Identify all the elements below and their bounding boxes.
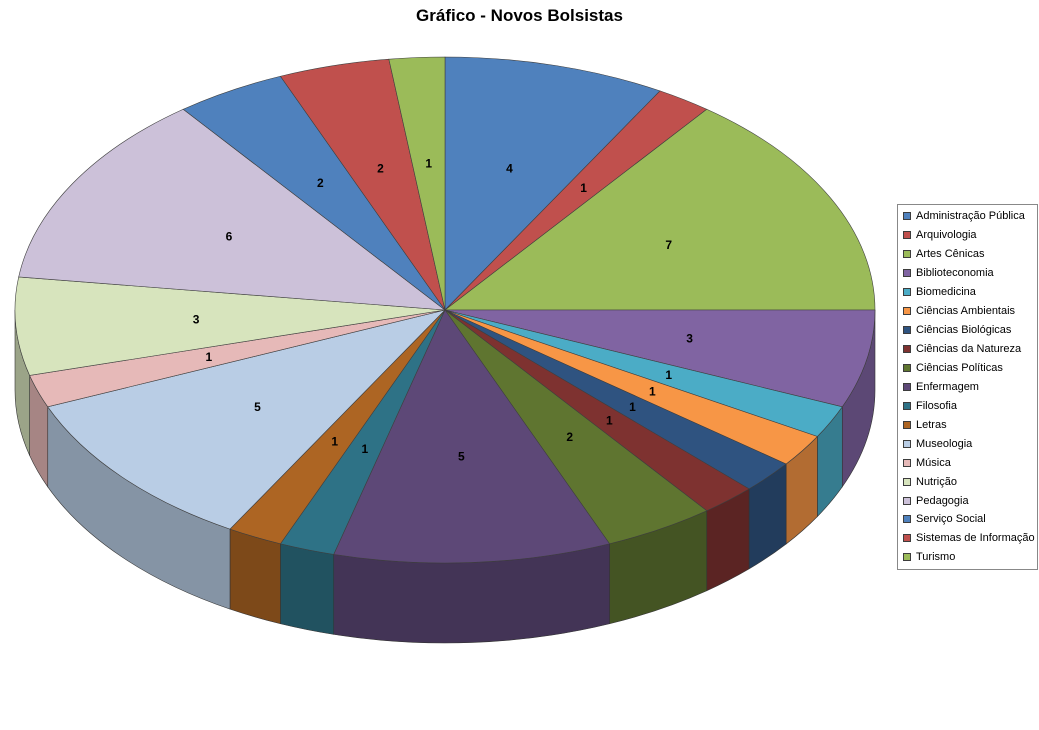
legend-swatch	[903, 420, 911, 429]
legend-label: Enfermagem	[916, 380, 979, 393]
legend-label: Nutrição	[916, 475, 957, 488]
legend-item: Música	[898, 457, 1037, 469]
legend-item: Filosofia	[898, 400, 1037, 412]
slice-value-label: 3	[193, 313, 200, 327]
legend-swatch	[903, 363, 911, 372]
pie-slice	[444, 108, 876, 311]
slice-value-label: 1	[425, 157, 432, 171]
legend-swatch	[903, 401, 911, 410]
legend-label: Ciências Biológicas	[916, 324, 1012, 337]
legend-label: Museologia	[916, 437, 973, 450]
legend-label: Sistemas de Informação	[916, 532, 1035, 545]
legend-item: Letras	[898, 419, 1037, 431]
legend-swatch	[903, 496, 911, 505]
legend-swatch	[903, 553, 911, 562]
slice-value-label: 6	[226, 230, 233, 244]
slice-value-label: 1	[606, 413, 613, 427]
legend-item: Ciências Políticas	[898, 362, 1037, 374]
legend-swatch	[903, 458, 911, 467]
legend-label: Ciências Políticas	[916, 361, 1003, 374]
legend-label: Biomedicina	[916, 286, 976, 299]
slice-value-label: 1	[665, 368, 672, 382]
legend-item: Arquivologia	[898, 229, 1037, 241]
pie-slice	[333, 309, 611, 564]
legend-item: Biblioteconomia	[898, 267, 1037, 279]
slice-value-label: 7	[665, 238, 672, 252]
legend-swatch	[903, 515, 911, 524]
legend-label: Letras	[916, 418, 947, 431]
legend-swatch	[903, 231, 911, 240]
legend-swatch	[903, 307, 911, 316]
legend-item: Biomedicina	[898, 286, 1037, 298]
legend-swatch	[903, 477, 911, 486]
slice-value-label: 1	[580, 181, 587, 195]
legend-item: Pedagogia	[898, 495, 1037, 507]
pie-slice	[18, 108, 446, 311]
legend-swatch	[903, 326, 911, 335]
pie-slice	[444, 309, 876, 408]
legend-swatch	[903, 382, 911, 391]
pie-slice	[47, 309, 446, 530]
legend-item: Ciências Ambientais	[898, 305, 1037, 317]
slice-value-label: 1	[649, 385, 656, 399]
slice-value-label: 5	[254, 400, 261, 414]
slice-value-label: 1	[629, 400, 636, 414]
legend-item: Ciências Biológicas	[898, 324, 1037, 336]
pie-slice	[444, 56, 661, 311]
slice-value-label: 2	[317, 176, 324, 190]
chart-title: Gráfico - Novos Bolsistas	[416, 6, 623, 25]
legend-label: Administração Pública	[916, 210, 1025, 223]
legend-label: Filosofia	[916, 399, 957, 412]
legend-swatch	[903, 534, 911, 543]
legend-item: Turismo	[898, 551, 1037, 563]
legend-label: Turismo	[916, 551, 956, 564]
legend-swatch	[903, 250, 911, 259]
legend-item: Ciências da Natureza	[898, 343, 1037, 355]
legend-item: Sistemas de Informação	[898, 532, 1037, 544]
pie-slice-side	[229, 528, 281, 625]
legend: Administração Pública Arquivologia Artes C…	[897, 204, 1038, 570]
slice-value-label: 1	[331, 435, 338, 449]
pie-slice-side	[280, 543, 335, 635]
legend-item: Nutrição	[898, 476, 1037, 488]
legend-swatch	[903, 212, 911, 221]
legend-label: Arquivologia	[916, 229, 977, 242]
slice-value-label: 5	[458, 449, 465, 463]
legend-label: Serviço Social	[916, 513, 986, 526]
legend-label: Ciências da Natureza	[916, 343, 1022, 356]
pie-slice	[388, 56, 446, 311]
legend-swatch	[903, 345, 911, 354]
slice-value-label: 1	[205, 350, 212, 364]
legend-item: Enfermagem	[898, 381, 1037, 393]
legend-label: Biblioteconomia	[916, 267, 994, 280]
slice-value-label: 1	[361, 442, 368, 456]
pie-slice	[14, 276, 446, 376]
legend-item: Artes Cênicas	[898, 248, 1037, 260]
slice-value-label: 3	[686, 332, 693, 346]
legend-item: Serviço Social	[898, 513, 1037, 525]
legend-label: Artes Cênicas	[916, 248, 985, 261]
legend-swatch	[903, 269, 911, 278]
slice-value-label: 4	[506, 161, 513, 175]
legend-label: Música	[916, 456, 951, 469]
legend-label: Ciências Ambientais	[916, 305, 1016, 318]
legend-label: Pedagogia	[916, 494, 969, 507]
legend-swatch	[903, 288, 911, 297]
slice-value-label: 2	[566, 430, 573, 444]
legend-item: Administração Pública	[898, 210, 1037, 222]
slice-value-label: 2	[377, 161, 384, 175]
legend-swatch	[903, 439, 911, 448]
legend-item: Museologia	[898, 438, 1037, 450]
